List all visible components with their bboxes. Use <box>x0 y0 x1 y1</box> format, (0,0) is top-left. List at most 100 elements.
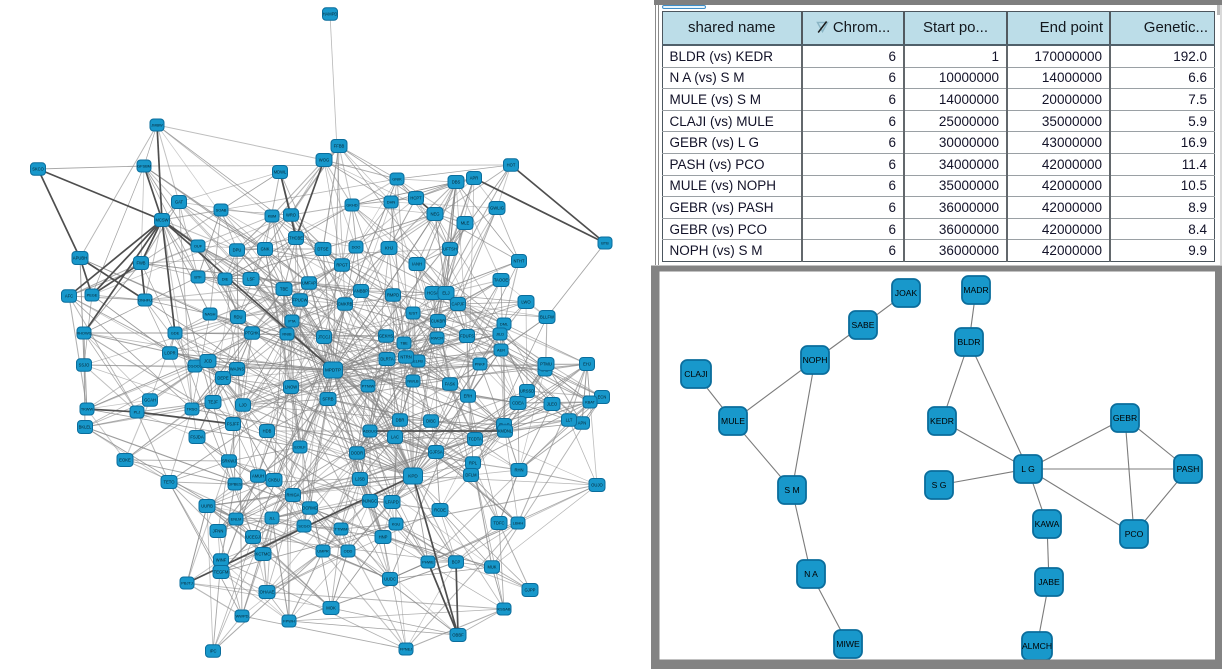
svg-text:HOT: HOT <box>507 162 516 167</box>
svg-text:S G: S G <box>932 480 947 490</box>
svg-text:DHN: DHN <box>387 199 396 204</box>
svg-text:WOG: WOG <box>319 157 329 162</box>
svg-text:APN: APN <box>578 420 586 425</box>
svg-text:DBS: DBS <box>452 179 461 184</box>
svg-text:LWO: LWO <box>521 299 531 304</box>
svg-text:LNOW: LNOW <box>285 384 297 389</box>
svg-text:LAC: LAC <box>391 434 399 439</box>
svg-text:SKCO: SKCO <box>32 166 44 171</box>
svg-text:TBE: TBE <box>400 340 408 345</box>
svg-text:GCAH: GCAH <box>144 397 156 402</box>
svg-text:L G: L G <box>1021 464 1035 474</box>
svg-text:KAWA: KAWA <box>1035 519 1060 529</box>
svg-text:KGU: KGU <box>392 521 401 526</box>
svg-text:KBM: KBM <box>268 213 276 218</box>
svg-text:BLLFW: BLLFW <box>540 314 554 319</box>
svg-text:MOK: MOK <box>326 605 336 610</box>
svg-text:EOILF: EOILF <box>294 444 306 449</box>
svg-text:LFAPD: LFAPD <box>385 499 398 504</box>
svg-text:JLEO: JLEO <box>547 401 558 406</box>
svg-text:PCO: PCO <box>1125 529 1144 539</box>
svg-text:EHJ: EHJ <box>583 361 591 366</box>
svg-text:TBE: TBE <box>280 286 288 291</box>
svg-text:GEBR: GEBR <box>1113 413 1137 423</box>
svg-text:SOAB: SOAB <box>216 207 227 212</box>
svg-text:DPU: DPU <box>233 247 242 252</box>
svg-text:TEJF: TEJF <box>208 399 218 404</box>
svg-text:TRSO: TRSO <box>187 406 198 411</box>
svg-text:HCPT: HCPT <box>410 195 422 200</box>
svg-text:FDUFS: FDUFS <box>460 333 474 338</box>
svg-text:SRKWJ: SRKWJ <box>222 458 236 463</box>
svg-text:BTB: BTB <box>601 240 609 245</box>
svg-text:RDU: RDU <box>234 314 243 319</box>
svg-text:MIWE: MIWE <box>836 639 860 649</box>
svg-text:LBHH: LBHH <box>513 520 524 525</box>
svg-text:RHOWG: RHOWG <box>76 330 91 335</box>
svg-text:SFRB: SFRB <box>322 396 333 401</box>
svg-text:MDWL: MDWL <box>274 169 287 174</box>
svg-text:ALMCH: ALMCH <box>1022 641 1052 651</box>
svg-text:BCP: BCP <box>452 559 461 564</box>
svg-text:WAJNS: WAJNS <box>230 366 244 371</box>
svg-text:N A: N A <box>804 569 818 579</box>
svg-text:TDFC: TDFC <box>493 520 504 525</box>
svg-text:KEDR: KEDR <box>930 416 954 426</box>
svg-text:JFNN: JFNN <box>213 528 224 533</box>
svg-text:DOO: DOO <box>352 244 361 249</box>
svg-text:LJSB: LJSB <box>355 476 365 481</box>
svg-text:MCSW: MCSW <box>156 217 169 222</box>
svg-text:PTNIW: PTNIW <box>362 383 375 388</box>
svg-text:HAMPD: HAMPD <box>323 11 338 16</box>
svg-text:LOPR: LOPR <box>164 350 175 355</box>
svg-text:ADDUG: ADDUG <box>363 428 377 433</box>
svg-text:CLAJI: CLAJI <box>684 369 707 379</box>
svg-text:HDB: HDB <box>263 428 272 433</box>
svg-text:FASK: FASK <box>445 381 456 386</box>
svg-text:SSJO: SSJO <box>79 362 90 367</box>
svg-text:HNP: HNP <box>379 534 388 539</box>
svg-text:PNKF: PNKF <box>475 361 486 366</box>
svg-text:DFLM: DFLM <box>465 472 477 477</box>
svg-text:MPDTP: MPDTP <box>325 367 341 372</box>
svg-text:PHWE: PHWE <box>422 559 434 564</box>
svg-text:LLT: LLT <box>566 417 573 422</box>
svg-text:TETO: TETO <box>163 479 175 484</box>
svg-text:DIE: DIE <box>222 276 229 281</box>
svg-text:OUJO: OUJO <box>591 482 603 487</box>
svg-text:OUF: OUF <box>194 243 203 248</box>
svg-text:UUDC: UUDC <box>384 576 396 581</box>
svg-text:JILD: JILD <box>496 331 504 336</box>
svg-text:ODD: ODD <box>344 548 353 553</box>
svg-text:GJPP: GJPP <box>525 587 536 592</box>
svg-text:ECN: ECN <box>598 394 607 399</box>
svg-text:WRO: WRO <box>286 212 296 217</box>
svg-text:HCSA: HCSA <box>427 290 439 295</box>
svg-text:CUKBR: CUKBR <box>431 318 445 323</box>
svg-text:WWPD: WWPD <box>236 613 249 618</box>
svg-text:URSSD: URSSD <box>520 388 534 393</box>
svg-text:OCRMG: OCRMG <box>302 505 318 510</box>
svg-text:UURB: UURB <box>201 503 213 508</box>
svg-text:TTIWM: TTIWM <box>335 526 348 531</box>
svg-text:JLL: JLL <box>269 515 276 520</box>
svg-text:NEG: NEG <box>430 211 439 216</box>
svg-text:JCD: JCD <box>204 358 212 363</box>
svg-text:APR: APR <box>470 175 478 180</box>
svg-text:KCTMC: KCTMC <box>256 551 271 556</box>
svg-text:ANBBP: ANBBP <box>354 288 368 293</box>
svg-text:JOAK: JOAK <box>895 288 918 298</box>
svg-text:EOKE: EOKE <box>119 457 131 462</box>
svg-text:SCGO: SCGO <box>298 523 309 528</box>
svg-text:UMFAP: UMFAP <box>302 280 316 285</box>
svg-text:CAPJF: CAPJF <box>452 301 465 306</box>
svg-text:PBJTJ: PBJTJ <box>181 580 193 585</box>
svg-text:OBBF: OBBF <box>452 632 464 637</box>
svg-text:DODR: DODR <box>351 450 363 455</box>
svg-text:GNK: GNK <box>261 246 270 251</box>
svg-text:RWCR: RWCR <box>431 335 443 340</box>
svg-text:GWLIG: GWLIG <box>490 205 504 210</box>
svg-text:DIBC: DIBC <box>426 418 436 423</box>
svg-text:IUST: IUST <box>409 310 418 315</box>
svg-text:CDEA: CDEA <box>512 400 524 405</box>
